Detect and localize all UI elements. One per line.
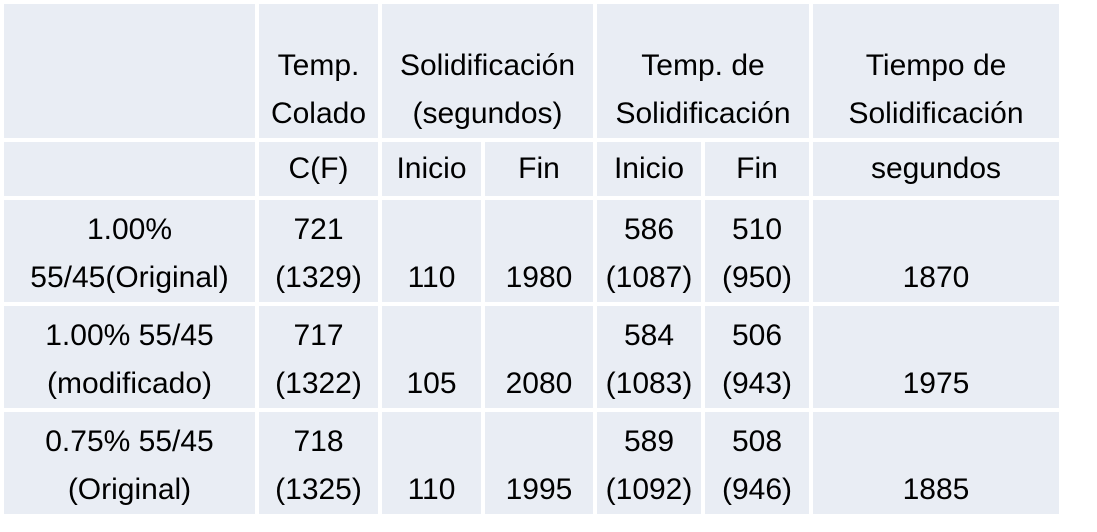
cell-colado: 717 (1322): [259, 306, 378, 408]
label-line: 1.00%: [86, 213, 173, 246]
value: 717: [293, 319, 344, 352]
header-solidificacion: Solidificación (segundos): [382, 4, 593, 138]
value: (1329): [275, 261, 362, 294]
label-line: (modificado): [46, 367, 213, 400]
cell-sol-inicio: 110: [382, 412, 481, 514]
value: (943): [721, 367, 793, 400]
value: (1322): [275, 367, 362, 400]
row-label: 0.75% 55/45 (Original): [4, 412, 255, 514]
header-row-2: C(F) Inicio Fin Inicio Fin segundos: [4, 142, 1059, 196]
label-line: (Original): [67, 473, 192, 506]
subheader: [4, 142, 255, 196]
header-empty: [4, 4, 255, 138]
cell-temp-inicio: 589 (1092): [597, 412, 701, 514]
cell-sol-inicio: 110: [382, 200, 481, 302]
value: 721: [293, 213, 344, 246]
cell-temp-inicio: 584 (1083): [597, 306, 701, 408]
value: (1092): [605, 473, 693, 506]
value: (950): [721, 261, 793, 294]
cell-tiempo: 1975: [813, 306, 1059, 408]
value: 589: [623, 425, 675, 458]
value: 506: [731, 319, 783, 352]
value: 586: [623, 213, 675, 246]
row-label: 1.00% 55/45(Original): [4, 200, 255, 302]
value: 510: [731, 213, 783, 246]
value: (1083): [605, 367, 693, 400]
cell-colado: 718 (1325): [259, 412, 378, 514]
label-line: 1.00% 55/45: [45, 319, 214, 352]
header-temp-solidificacion: Temp. de Solidificación: [597, 4, 809, 138]
solidification-table: Temp. Colado Solidificación (segundos) T…: [4, 4, 1059, 514]
subheader: Inicio: [382, 142, 481, 196]
cell-colado: 721 (1329): [259, 200, 378, 302]
value: 584: [623, 319, 675, 352]
subheader: Fin: [485, 142, 593, 196]
header-temp-colado: Temp. Colado: [259, 4, 378, 138]
header-row-1: Temp. Colado Solidificación (segundos) T…: [4, 4, 1059, 138]
cell-temp-fin: 510 (950): [705, 200, 809, 302]
cell-temp-fin: 506 (943): [705, 306, 809, 408]
header-tiempo-solidificacion: Tiempo de Solidificación: [813, 4, 1059, 138]
cell-sol-fin: 2080: [485, 306, 593, 408]
label-line: 0.75% 55/45: [45, 425, 214, 458]
subheader: Inicio: [597, 142, 701, 196]
cell-temp-fin: 508 (946): [705, 412, 809, 514]
value: (1087): [605, 261, 693, 294]
subheader: segundos: [813, 142, 1059, 196]
table-row: 1.00% 55/45(Original) 721 (1329) 110 1980 …: [4, 200, 1059, 302]
value: (946): [721, 473, 793, 506]
cell-sol-fin: 1980: [485, 200, 593, 302]
cell-sol-fin: 1995: [485, 412, 593, 514]
value: (1325): [275, 473, 362, 506]
cell-sol-inicio: 105: [382, 306, 481, 408]
table-row: 1.00% 55/45 (modificado) 717 (1322) 105 20…: [4, 306, 1059, 408]
table-row: 0.75% 55/45 (Original) 718 (1325) 110 1995…: [4, 412, 1059, 514]
cell-temp-inicio: 586 (1087): [597, 200, 701, 302]
label-line: 55/45(Original): [30, 261, 229, 294]
row-label: 1.00% 55/45 (modificado): [4, 306, 255, 408]
subheader: C(F): [259, 142, 378, 196]
cell-tiempo: 1885: [813, 412, 1059, 514]
value: 508: [731, 425, 783, 458]
value: 718: [293, 425, 344, 458]
cell-tiempo: 1870: [813, 200, 1059, 302]
subheader: Fin: [705, 142, 809, 196]
